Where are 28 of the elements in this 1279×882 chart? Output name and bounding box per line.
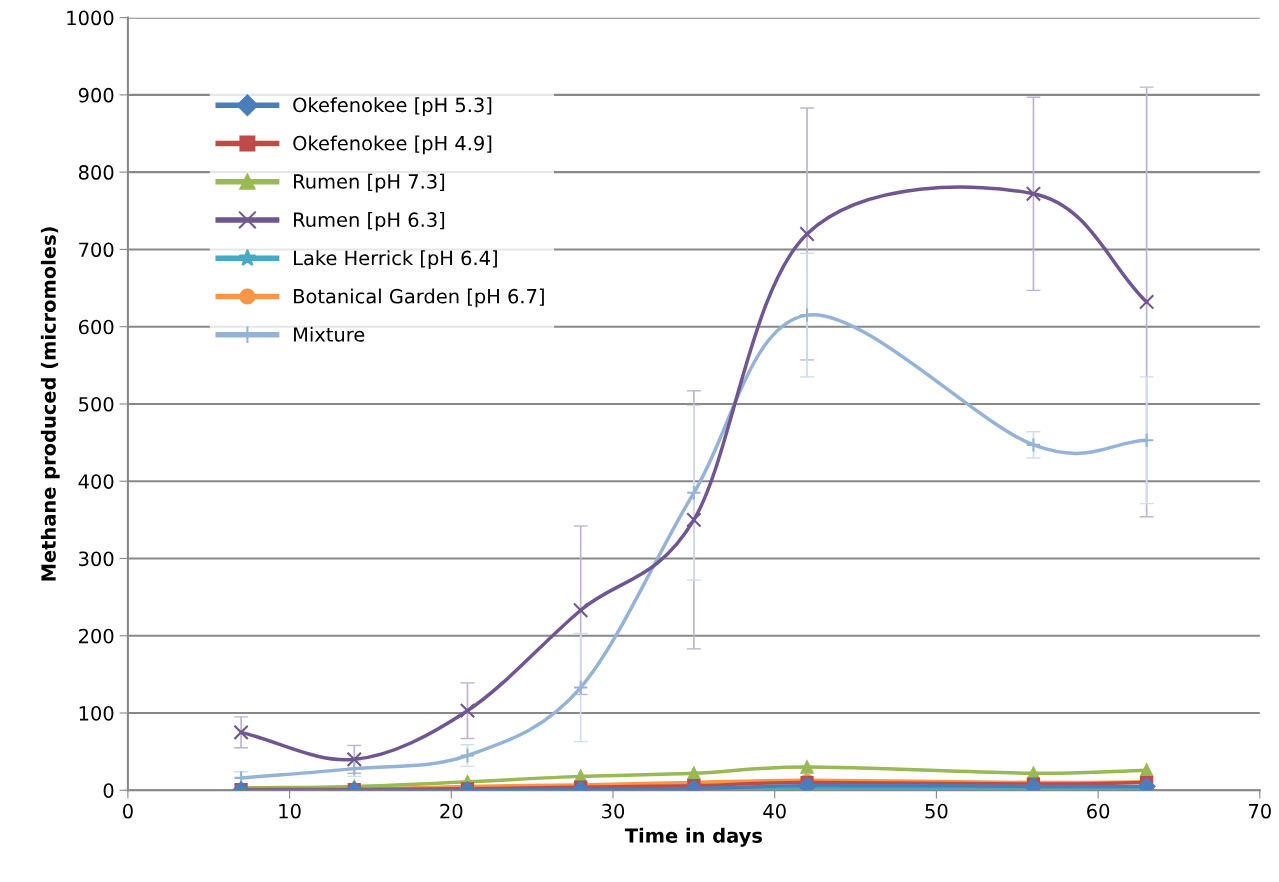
x-tick-label: 30 xyxy=(602,803,625,819)
y-tick-label: 0 xyxy=(103,783,114,798)
x-axis-title: Time in days xyxy=(624,827,762,847)
y-tick-label: 700 xyxy=(79,242,114,258)
y-tick-label: 900 xyxy=(78,87,114,103)
y-tick-label: 800 xyxy=(78,165,114,180)
legend-label: Rumen [pH 6.3] xyxy=(294,212,445,231)
y-tick-label: 600 xyxy=(78,319,114,335)
y-tick-label: 500 xyxy=(79,396,114,412)
legend-label: Okefenokee [pH 4.9] xyxy=(293,135,492,155)
x-tick-label: 40 xyxy=(763,803,786,819)
legend-label: Mixture xyxy=(294,326,365,342)
y-tick-label: 1000 xyxy=(67,10,114,26)
legend-label: Rumen [pH 7.3] xyxy=(294,173,445,193)
x-tick-label: 50 xyxy=(925,803,948,819)
legend-label: Lake Herrick [pH 6.4] xyxy=(294,250,497,270)
x-tick-label: 0 xyxy=(123,803,133,819)
y-axis-title: Methane produced (micromoles) xyxy=(40,227,60,581)
x-tick-label: 20 xyxy=(440,803,463,819)
y-tick-label: 400 xyxy=(78,474,114,489)
legend-label: Okefenokee [pH 5.3] xyxy=(293,97,492,117)
y-tick-label: 300 xyxy=(79,551,114,567)
legend-label: Botanical Garden [pH 6.7] xyxy=(294,288,544,308)
y-tick-label: 200 xyxy=(79,628,114,644)
x-tick-label: 60 xyxy=(1087,803,1110,819)
x-tick-label: 70 xyxy=(1249,803,1271,819)
y-tick-label: 100 xyxy=(79,705,114,721)
x-tick-label: 10 xyxy=(279,803,301,819)
